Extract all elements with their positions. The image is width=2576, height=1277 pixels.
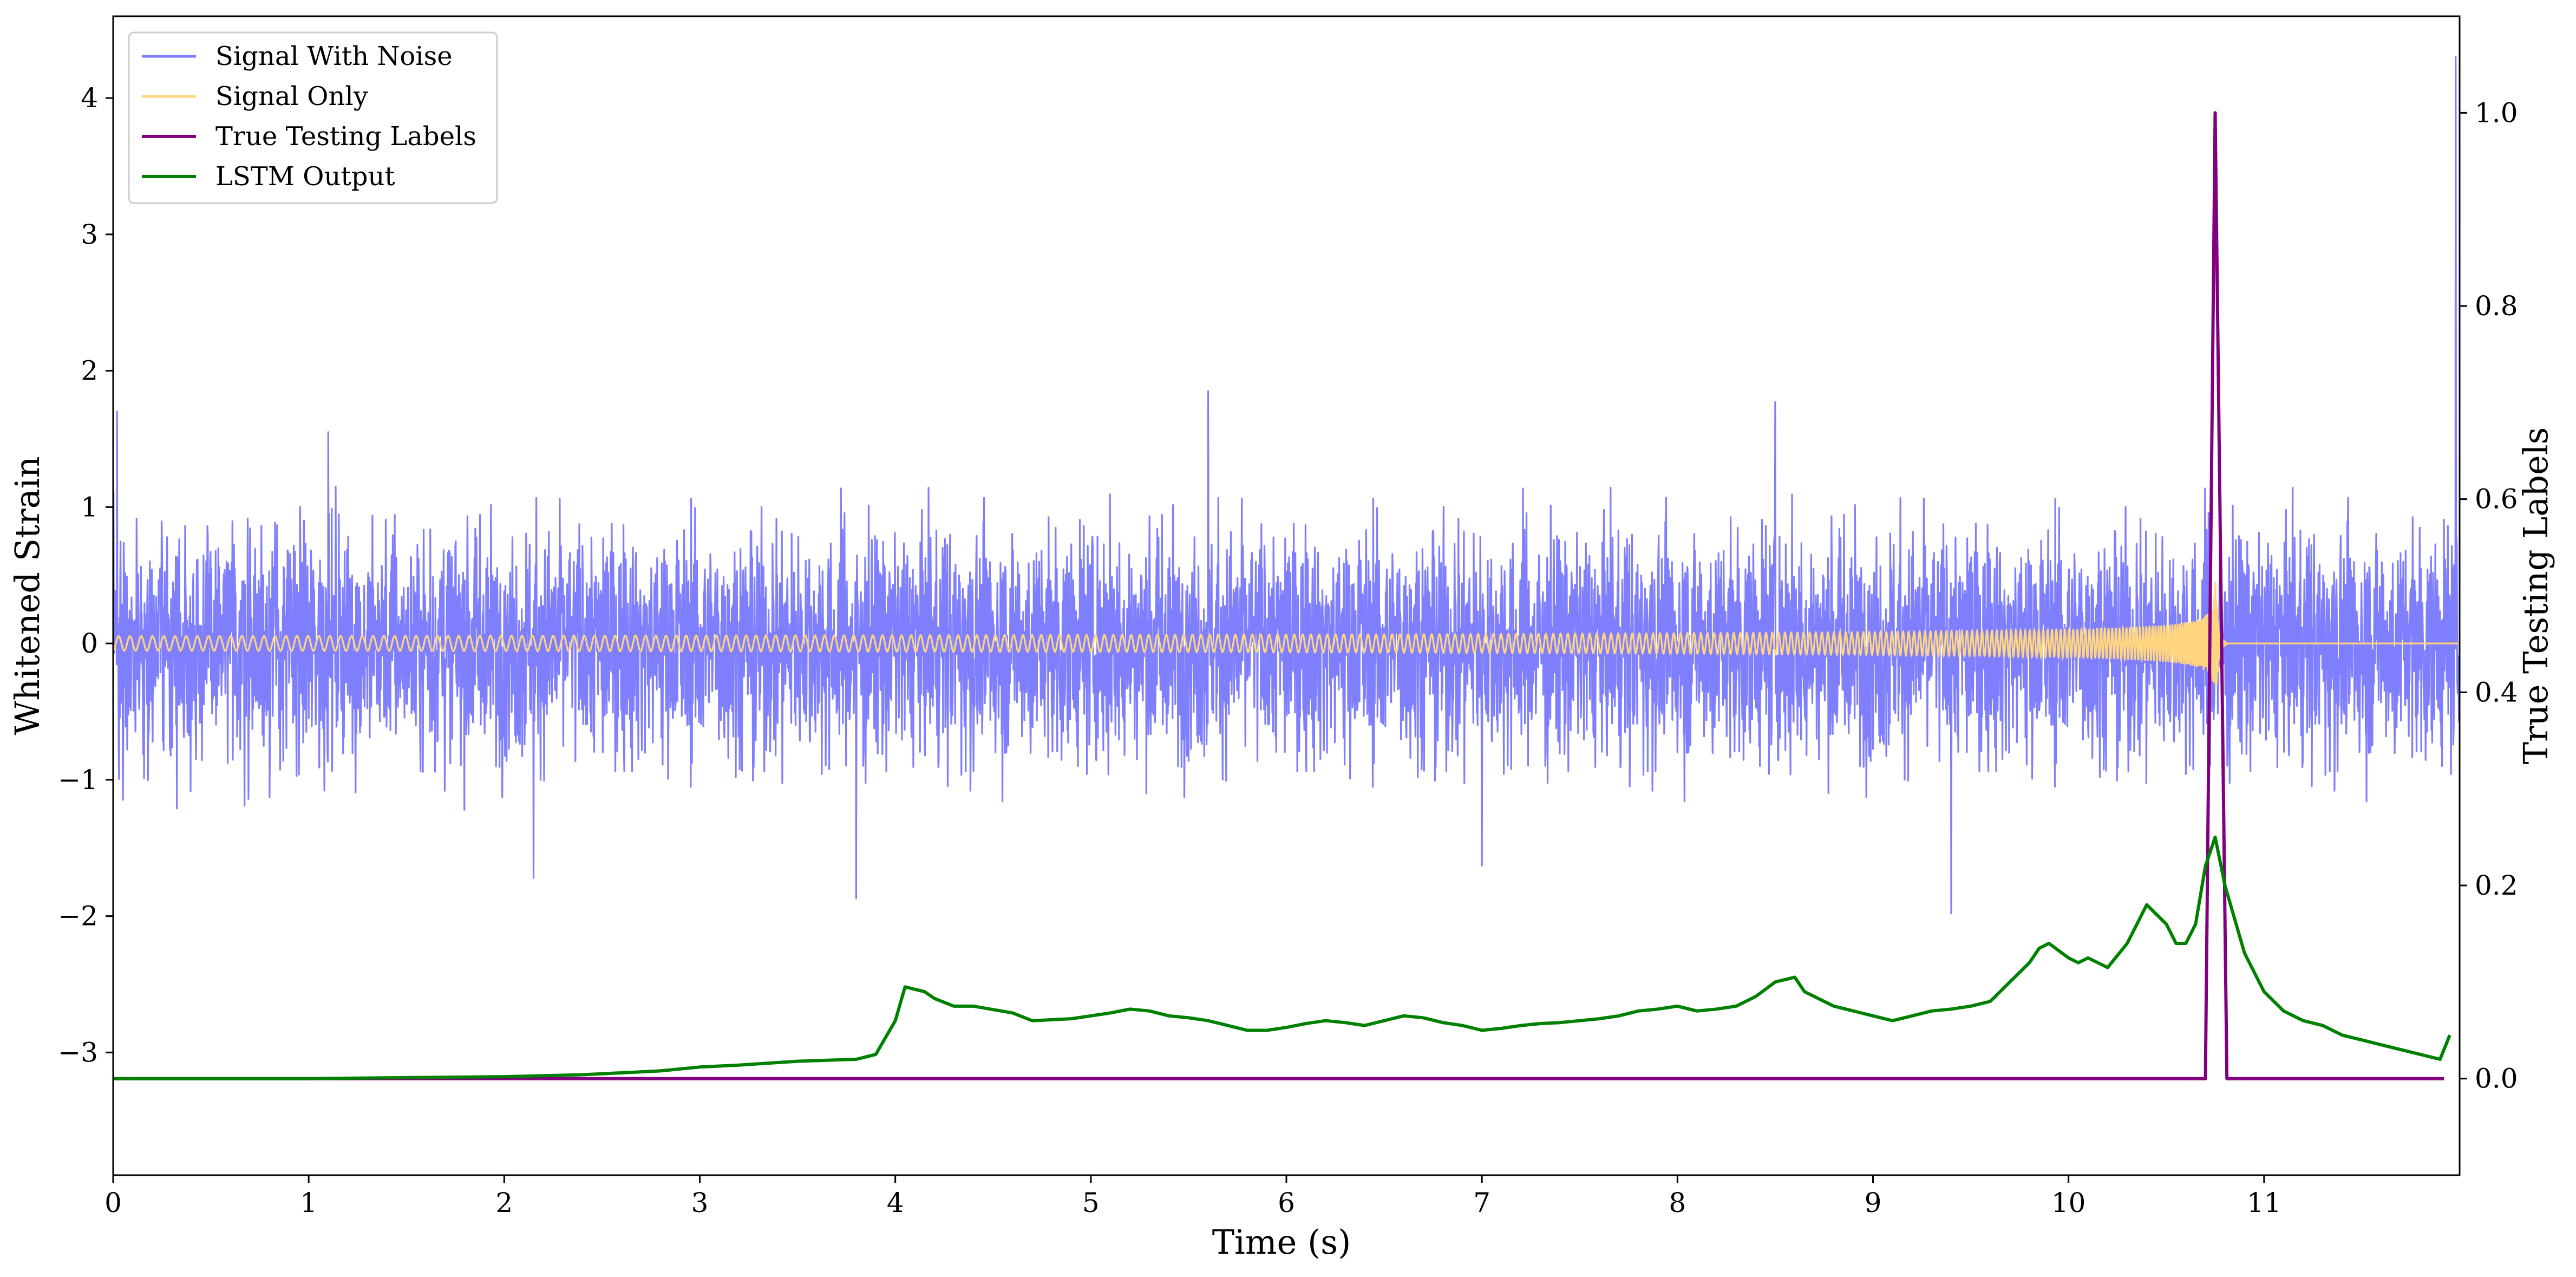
- y-axis-right: 0.0 0.2 0.4 0.6 0.8 1.0: [2460, 97, 2518, 1094]
- y-right-tick-label: 0.8: [2475, 290, 2518, 322]
- legend: Signal With Noise Signal Only True Testi…: [128, 31, 498, 204]
- legend-label: True Testing Labels: [215, 121, 476, 152]
- legend-label: LSTM Output: [215, 161, 395, 192]
- x-tick-label: 10: [2051, 1187, 2086, 1219]
- y-right-tick-label: 0.2: [2475, 870, 2518, 901]
- x-tick-label: 11: [2247, 1187, 2281, 1219]
- x-tick-label: 2: [495, 1187, 513, 1219]
- y-right-tick-label: 0.0: [2475, 1063, 2518, 1094]
- x-axis-title: Time (s): [1212, 1222, 1351, 1262]
- y-right-tick-label: 1.0: [2475, 97, 2518, 128]
- x-tick-label: 9: [1865, 1187, 1882, 1219]
- x-tick-label: 6: [1278, 1187, 1295, 1219]
- legend-label: Signal Only: [215, 81, 368, 112]
- x-tick-label: 0: [104, 1187, 122, 1219]
- x-tick-label: 8: [1669, 1187, 1686, 1219]
- x-axis: 0 1 2 3 4 5 6 7 8 9 10 11: [104, 1175, 2281, 1219]
- y-right-tick-label: 0.4: [2475, 676, 2518, 708]
- y-tick-label: 1: [81, 491, 98, 523]
- y-axis-title: Whitened Strain: [8, 457, 47, 735]
- y-tick-label: 2: [81, 355, 98, 387]
- series-layer: [113, 56, 2460, 1080]
- x-tick-label: 4: [887, 1187, 904, 1219]
- y-tick-label: 3: [81, 219, 98, 250]
- x-tick-label: 7: [1473, 1187, 1490, 1219]
- y-tick-label: 0: [81, 628, 98, 659]
- y-tick-label: 4: [81, 82, 98, 114]
- legend-item: Signal Only: [142, 81, 368, 112]
- y-tick-label: −2: [58, 901, 98, 932]
- series-signal-with-noise: [113, 56, 2460, 915]
- series-true-testing-labels: [113, 111, 2444, 1080]
- legend-item: Signal With Noise: [142, 41, 453, 71]
- y-right-tick-label: 0.6: [2475, 484, 2518, 515]
- y-axis-right-title: True Testing Labels: [2516, 427, 2555, 765]
- y-tick-label: −3: [58, 1037, 98, 1068]
- series-lstm-output: [113, 835, 2451, 1080]
- x-tick-label: 3: [691, 1187, 709, 1219]
- legend-label: Signal With Noise: [215, 41, 453, 71]
- legend-item: True Testing Labels: [142, 121, 476, 152]
- x-tick-label: 5: [1082, 1187, 1100, 1219]
- y-axis-left: −3 −2 −1 0 1 2 3 4: [58, 82, 113, 1068]
- legend-item: LSTM Output: [142, 161, 395, 192]
- series-signal-only: [113, 582, 2460, 686]
- legend-box: [128, 31, 498, 204]
- x-tick-label: 1: [300, 1187, 317, 1219]
- y-tick-label: −1: [58, 764, 98, 796]
